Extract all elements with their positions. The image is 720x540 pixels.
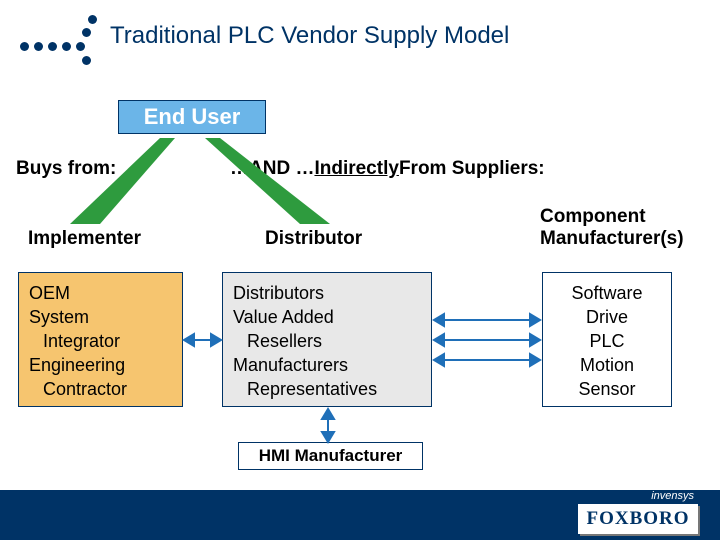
oem-line-0: OEM — [29, 283, 70, 303]
foxboro-logo: FOXBORO — [578, 504, 698, 534]
oem-line-3: Engineering — [29, 355, 125, 375]
cmp-line-1: Drive — [586, 307, 628, 327]
header-component-mfr: Component Manufacturer(s) — [540, 206, 710, 250]
header-implementer: Implementer — [28, 228, 141, 250]
indirect-suffix: From Suppliers: — [399, 158, 545, 179]
oem-line-2: Integrator — [29, 329, 172, 353]
cmp-line-4: Sensor — [578, 379, 635, 399]
label-indirectly: …AND …IndirectlyFrom Suppliers: — [230, 158, 545, 180]
box-hmi: HMI Manufacturer — [238, 442, 423, 470]
box-oem: OEM System Integrator Engineering Contra… — [18, 272, 183, 407]
oem-line-1: System — [29, 307, 89, 327]
header-distributor: Distributor — [265, 228, 362, 250]
dist-line-0: Distributors — [233, 283, 324, 303]
indirect-underlined: Indirectly — [314, 158, 398, 179]
header-component-mfr-l1: Component — [540, 206, 646, 227]
logo-dots-icon — [20, 18, 100, 68]
label-buys-from: Buys from: — [16, 158, 116, 180]
header-component-mfr-l2: Manufacturer(s) — [540, 228, 684, 249]
slide: Traditional PLC Vendor Supply Model End … — [0, 0, 720, 540]
node-end-user: End User — [118, 100, 266, 134]
box-component: Software Drive PLC Motion Sensor — [542, 272, 672, 407]
oem-line-4: Contractor — [29, 377, 172, 401]
footer-bar: invensys FOXBORO — [0, 490, 720, 540]
dist-line-3: Manufacturers — [233, 355, 348, 375]
indirect-prefix: …AND … — [230, 158, 314, 179]
invensys-label: invensys — [651, 490, 694, 502]
dist-line-2: Resellers — [233, 329, 421, 353]
dist-line-1: Value Added — [233, 307, 334, 327]
dist-line-4: Representatives — [233, 377, 421, 401]
page-title: Traditional PLC Vendor Supply Model — [110, 22, 509, 50]
cmp-line-2: PLC — [589, 331, 624, 351]
box-distributor: Distributors Value Added Resellers Manuf… — [222, 272, 432, 407]
cmp-line-0: Software — [571, 283, 642, 303]
cmp-line-3: Motion — [580, 355, 634, 375]
